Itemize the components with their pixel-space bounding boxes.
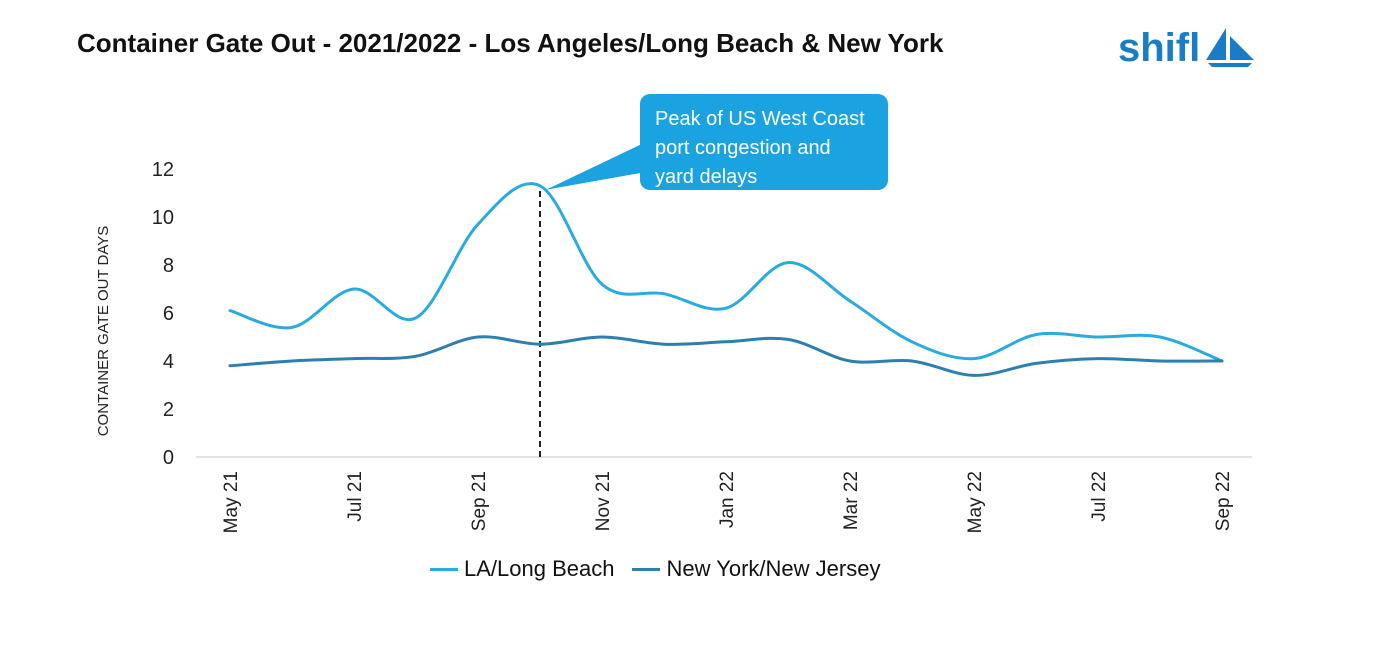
legend-item-ny[interactable]: New York/New Jersey [632,556,880,582]
y-tick-label: 2 [163,399,174,421]
x-tick-label: May 22 [965,471,986,533]
y-tick-label: 8 [163,255,174,277]
y-tick-label: 4 [163,351,174,373]
y-tick-label: 10 [152,207,174,229]
callout-text-line: yard delays [655,166,757,188]
legend-swatch-ny [632,567,661,571]
legend-item-la[interactable]: LA/Long Beach [430,556,614,582]
y-tick-label: 0 [163,447,174,469]
legend-label-la: LA/Long Beach [464,556,615,581]
x-tick-label: Sep 22 [1213,471,1234,531]
shifl-logo: shifl [1118,20,1256,76]
y-tick-label: 12 [152,159,174,181]
callout-box [640,94,888,190]
series-line-la-long-beach[interactable] [228,182,1224,363]
x-tick-label: Jan 22 [717,471,738,528]
x-tick-label: Sep 21 [469,471,490,531]
y-tick-label: 6 [163,303,174,325]
x-tick-label: May 21 [221,471,242,533]
legend-label-ny: New York/New Jersey [666,556,881,581]
chart-legend: LA/Long Beach New York/New Jersey [430,556,880,582]
legend-swatch-la [430,567,458,571]
callout-pointer [546,142,646,190]
callout-text-line: Peak of US West Coast [655,108,865,130]
x-tick-label: Jul 21 [345,471,366,522]
sailboat-icon [1204,26,1256,73]
callout-text-line: port congestion and [655,137,831,159]
x-tick-label: Nov 21 [593,471,614,531]
x-tick-label: Mar 22 [841,471,862,530]
series-line-new-york-new-jersey[interactable] [228,335,1224,377]
logo-text: shifl [1118,26,1201,70]
chart-title: Container Gate Out - 2021/2022 - Los Ang… [77,28,944,58]
x-tick-label: Jul 22 [1089,471,1110,522]
y-axis-title: CONTAINER GATE OUT DAYS [95,226,112,437]
